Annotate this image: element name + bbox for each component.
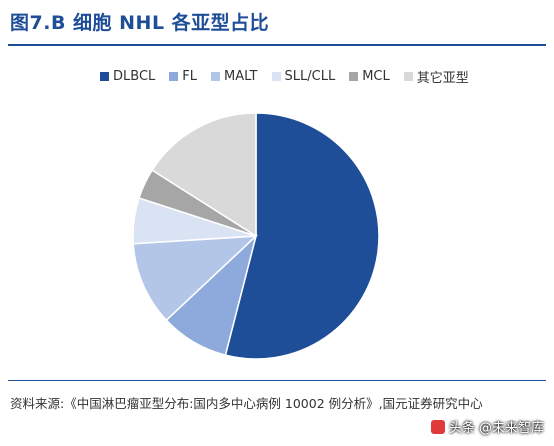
legend-label: SLL/CLL	[284, 69, 336, 84]
chart-legend: DLBCL FL MALT SLL/CLL MCL 其它亚型	[100, 67, 469, 86]
legend-item-fl: FL	[169, 69, 197, 84]
legend-swatch	[403, 72, 413, 81]
legend-item-mcl: MCL	[349, 69, 390, 84]
legend-item-malt: MALT	[211, 69, 258, 84]
legend-item-sll-cll: SLL/CLL	[271, 69, 336, 84]
watermark-text: 头条 @未来智库	[448, 421, 544, 436]
legend-label: MCL	[362, 69, 390, 84]
legend-item-dlbcl: DLBCL	[100, 69, 155, 84]
legend-swatch	[349, 72, 359, 81]
watermark: 头条 @未来智库	[430, 417, 544, 436]
pie-slice--	[151, 112, 257, 238]
legend-label: DLBCL	[113, 69, 156, 84]
pie-slice-dlbcl	[224, 112, 380, 360]
source-divider	[8, 380, 546, 381]
legend-item--: 其它亚型	[403, 67, 469, 86]
legend-swatch	[100, 72, 109, 81]
legend-label: FL	[182, 69, 197, 84]
title-divider	[8, 44, 546, 46]
chart-title: 图7.B 细胞 NHL 各亚型占比	[10, 12, 270, 34]
source-note: 资料来源:《中国淋巴瘤亚型分布:国内多中心病例 10002 例分析》,国元证券研…	[10, 396, 483, 411]
legend-label: MALT	[224, 69, 258, 84]
legend-swatch	[211, 72, 220, 81]
legend-swatch	[169, 72, 179, 81]
pie-slice-malt	[132, 235, 259, 322]
toutiao-logo-icon	[430, 419, 445, 434]
pie-chart	[132, 112, 380, 360]
legend-label: 其它亚型	[416, 71, 469, 86]
legend-swatch	[271, 72, 281, 81]
